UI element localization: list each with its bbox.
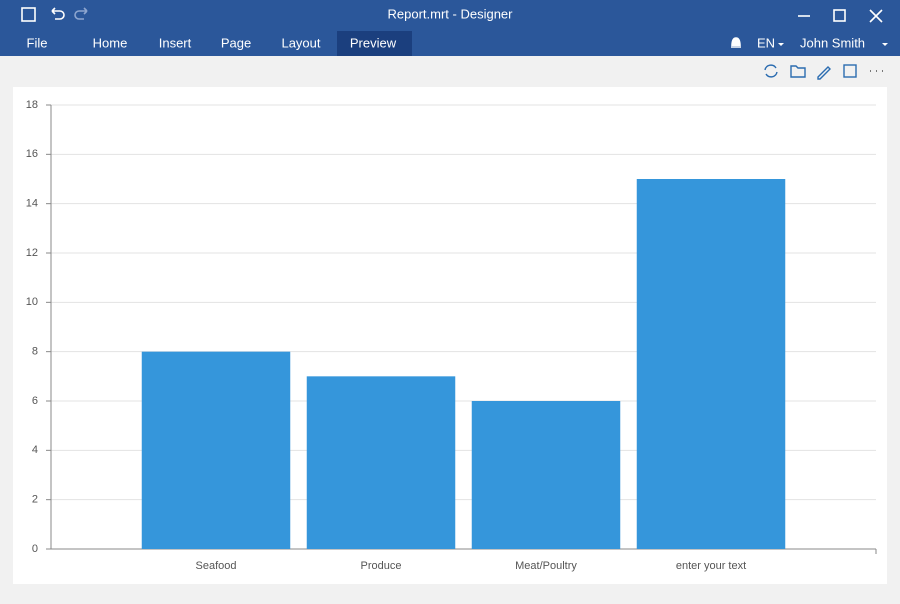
- title-bar: [0, 0, 900, 56]
- bar: [141, 351, 291, 549]
- user-name[interactable]: John Smith: [800, 35, 865, 50]
- x-tick-label: Produce: [361, 560, 402, 572]
- x-tick-label: enter your text: [676, 560, 746, 572]
- open-icon[interactable]: [790, 65, 806, 78]
- menu-item[interactable]: Page: [221, 35, 251, 50]
- bell-icon[interactable]: [731, 37, 741, 48]
- bar: [471, 401, 621, 549]
- window-title: Report.mrt - Designer: [388, 6, 514, 21]
- y-tick-label: 12: [26, 247, 38, 259]
- language[interactable]: EN: [757, 35, 775, 50]
- y-tick-label: 4: [32, 444, 38, 456]
- y-tick-label: 16: [26, 148, 38, 160]
- maximize[interactable]: [833, 9, 846, 22]
- save-icon[interactable]: [21, 7, 36, 22]
- active-tab[interactable]: [337, 31, 412, 56]
- y-tick-label: 18: [26, 99, 38, 111]
- close[interactable]: [869, 9, 883, 23]
- x-tick-label: Meat/Poultry: [515, 560, 577, 572]
- menu-item[interactable]: File: [27, 35, 48, 50]
- redo-icon: [74, 7, 88, 20]
- refresh-icon[interactable]: [764, 64, 778, 78]
- y-tick-label: 8: [32, 346, 38, 358]
- edit-icon[interactable]: [817, 66, 831, 80]
- toolbar: [764, 64, 883, 80]
- chart: 0 2 4 6 8 10 12 14 16 18 Seafood Produce Meat/Poultr…: [26, 99, 877, 572]
- y-tick-label: 0: [32, 543, 38, 555]
- dropdown-arrow: [882, 43, 888, 46]
- menu-item[interactable]: Insert: [159, 35, 192, 50]
- menu-item[interactable]: Preview: [350, 35, 397, 50]
- y-tick-label: 6: [32, 395, 38, 407]
- undo-icon[interactable]: [51, 7, 65, 20]
- y-tick-label: 2: [32, 494, 38, 506]
- y-tick-label: 14: [26, 198, 38, 210]
- dropdown-arrow: [778, 43, 784, 46]
- menu-item[interactable]: Home: [93, 35, 128, 50]
- bar: [636, 179, 786, 549]
- x-tick-label: Seafood: [196, 560, 237, 572]
- fullscreen-icon[interactable]: [843, 64, 857, 78]
- menu-item[interactable]: Layout: [281, 35, 320, 50]
- quick-access: [21, 7, 883, 48]
- bar: [306, 376, 456, 549]
- menu-bar: File Home Insert Page Layout Preview: [27, 35, 397, 50]
- y-tick-label: 10: [26, 296, 38, 308]
